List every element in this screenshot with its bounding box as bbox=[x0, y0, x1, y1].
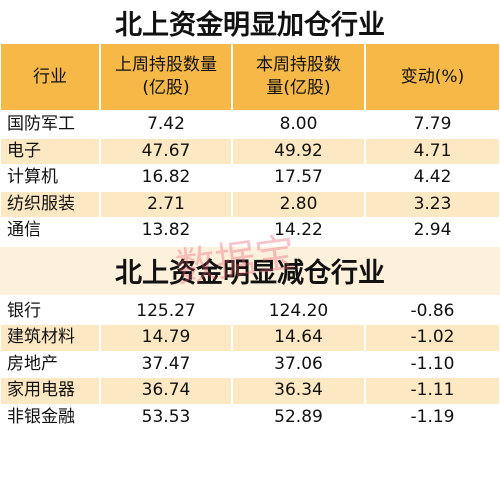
value-cell: 2.71 bbox=[101, 191, 231, 217]
title-text: 北上资金明显减仓行业 bbox=[115, 258, 385, 289]
value-cell: -1.02 bbox=[366, 325, 499, 351]
value-cell: 53.53 bbox=[101, 404, 231, 430]
value-cell: 37.06 bbox=[233, 351, 364, 377]
industry-cell: 非银金融 bbox=[1, 404, 99, 430]
header-cell: 上周持股数量 (亿股) bbox=[101, 44, 231, 110]
value-cell: 125.27 bbox=[101, 298, 231, 324]
header-cell: 变动(%) bbox=[366, 44, 499, 110]
header-cell: 本周持股数 量(亿股) bbox=[233, 44, 364, 110]
industry-cell: 计算机 bbox=[1, 165, 99, 191]
value-cell: -1.11 bbox=[366, 378, 499, 404]
value-cell: 2.94 bbox=[366, 218, 499, 244]
header-text: 量(亿股) bbox=[266, 78, 331, 98]
value-cell: 2.80 bbox=[233, 191, 364, 217]
value-cell: 49.92 bbox=[233, 138, 364, 164]
value-cell: 8.00 bbox=[233, 112, 364, 138]
value-cell: 47.67 bbox=[101, 138, 231, 164]
value-cell: -1.10 bbox=[366, 351, 499, 377]
header-text: 行业 bbox=[33, 66, 67, 87]
industry-cell: 房地产 bbox=[1, 351, 99, 377]
industry-cell: 银行 bbox=[1, 298, 99, 324]
header-text: 变动(%) bbox=[400, 66, 465, 87]
industry-cell: 建筑材料 bbox=[1, 325, 99, 351]
industry-cell: 家用电器 bbox=[1, 378, 99, 404]
title-text: 北上资金明显加仓行业 bbox=[115, 9, 385, 41]
value-cell: 7.79 bbox=[366, 112, 499, 138]
value-cell: 124.20 bbox=[233, 298, 364, 324]
header-text: 上周持股数量 bbox=[115, 55, 217, 76]
value-cell: 14.22 bbox=[233, 218, 364, 244]
value-cell: -1.19 bbox=[366, 404, 499, 430]
value-cell: 7.42 bbox=[101, 112, 231, 138]
header-text: (亿股) bbox=[142, 78, 190, 98]
value-cell: 14.79 bbox=[101, 325, 231, 351]
value-cell: -0.86 bbox=[366, 298, 499, 324]
value-cell: 3.23 bbox=[366, 191, 499, 217]
section-title: 北上资金明显减仓行业 bbox=[0, 246, 500, 295]
value-cell: 36.74 bbox=[101, 378, 231, 404]
industry-cell: 国防军工 bbox=[1, 112, 99, 138]
value-cell: 13.82 bbox=[101, 218, 231, 244]
value-cell: 4.71 bbox=[366, 138, 499, 164]
section-title: 北上资金明显加仓行业 bbox=[0, 0, 500, 44]
value-cell: 52.89 bbox=[233, 404, 364, 430]
value-cell: 36.34 bbox=[233, 378, 364, 404]
value-cell: 37.47 bbox=[101, 351, 231, 377]
header-text: 本周持股数 bbox=[256, 55, 341, 76]
value-cell: 16.82 bbox=[101, 165, 231, 191]
header-cell: 行业 bbox=[1, 44, 99, 110]
value-cell: 17.57 bbox=[233, 165, 364, 191]
value-cell: 4.42 bbox=[366, 165, 499, 191]
value-cell: 14.64 bbox=[233, 325, 364, 351]
industry-cell: 纺织服装 bbox=[1, 191, 99, 217]
industry-cell: 通信 bbox=[1, 218, 99, 244]
industry-cell: 电子 bbox=[1, 138, 99, 164]
